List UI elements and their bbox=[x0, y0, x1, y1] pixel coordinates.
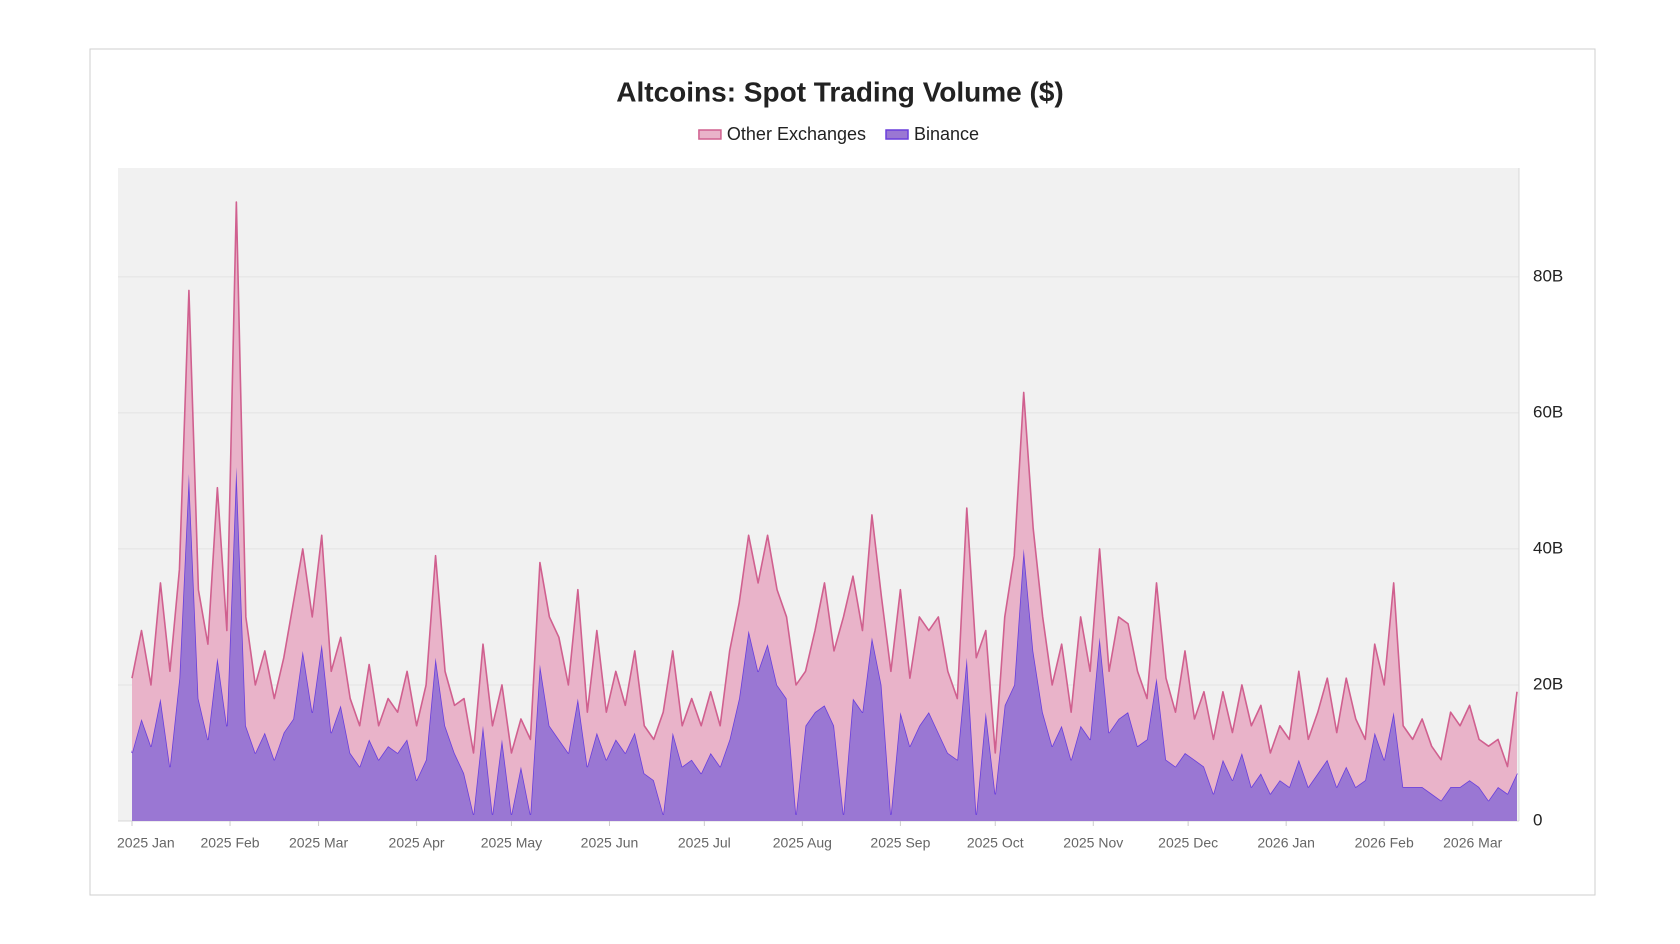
x-tick-label: 2026 Mar bbox=[1443, 835, 1502, 851]
y-tick-label: 20B bbox=[1533, 674, 1563, 693]
x-tick-label: 2025 Aug bbox=[773, 835, 832, 851]
legend-swatch bbox=[698, 129, 722, 140]
x-tick-label: 2025 May bbox=[481, 835, 542, 851]
x-tick-label: 2025 Nov bbox=[1063, 835, 1123, 851]
x-tick-label: 2025 Jul bbox=[678, 835, 731, 851]
legend-label: Other Exchanges bbox=[727, 124, 866, 144]
x-tick-label: 2025 Jun bbox=[581, 835, 639, 851]
x-tick-label: 2025 Oct bbox=[967, 835, 1024, 851]
x-tick-label: 2025 Apr bbox=[389, 835, 445, 851]
x-tick-label: 2026 Jan bbox=[1257, 835, 1315, 851]
x-tick-label: 2025 Feb bbox=[200, 835, 259, 851]
y-tick-label: 0 bbox=[1533, 810, 1542, 829]
y-tick-label: 60B bbox=[1533, 402, 1563, 421]
chart-title: Altcoins: Spot Trading Volume ($) bbox=[616, 76, 1064, 107]
y-tick-label: 80B bbox=[1533, 266, 1563, 285]
area-fill bbox=[132, 467, 1517, 821]
y-tick-label: 40B bbox=[1533, 538, 1563, 557]
x-tick-label: 2025 Dec bbox=[1158, 835, 1218, 851]
legend-swatch bbox=[885, 129, 909, 140]
x-tick-label: 2025 Jan bbox=[117, 835, 175, 851]
area-line bbox=[131, 201, 1518, 768]
legend-label: Binance bbox=[914, 124, 979, 144]
area-fill bbox=[132, 202, 1517, 815]
x-tick-label: 2025 Mar bbox=[289, 835, 348, 851]
x-tick-label: 2025 Sep bbox=[870, 835, 930, 851]
x-tick-label: 2026 Feb bbox=[1355, 835, 1414, 851]
